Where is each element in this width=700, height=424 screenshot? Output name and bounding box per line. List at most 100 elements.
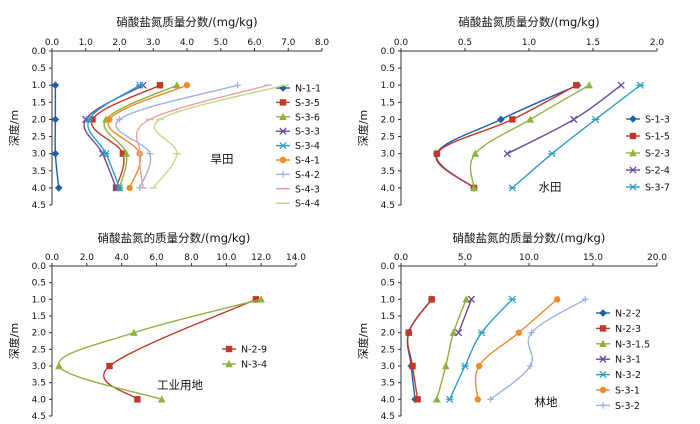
y-tick-label: 1.0	[32, 295, 47, 305]
y-tick-label: 3.0	[381, 362, 396, 372]
y-tick-label: 4.5	[381, 201, 395, 211]
series-S-3-4	[85, 81, 144, 192]
point-marker	[55, 362, 63, 370]
point-marker	[470, 183, 478, 192]
y-tick-label: 1.0	[381, 81, 396, 91]
point-marker	[115, 184, 124, 192]
point-marker	[51, 81, 60, 90]
series-line	[511, 84, 641, 189]
series-line	[115, 84, 238, 189]
chart-panel-1: 硝酸盐氮质量分数/(mg/kg) 0.0 1.0 2.0 3.0 4.0 5.0 6.0 7.0…	[7, 15, 329, 211]
point-marker	[51, 115, 60, 124]
point-marker	[428, 296, 435, 303]
legend-label: S-3-4	[295, 141, 320, 152]
legend-item: N-3-1	[596, 355, 641, 366]
point-marker	[279, 171, 287, 178]
point-marker	[442, 362, 450, 370]
point-marker	[433, 395, 441, 403]
legend-label: S-3-2	[615, 401, 640, 412]
x-tick-label: 10.0	[519, 253, 539, 263]
y-tick-label: 1.0	[381, 295, 396, 305]
point-marker	[106, 116, 113, 123]
x-tick-label: 0.5	[458, 38, 472, 48]
point-marker	[503, 150, 511, 158]
legend-item: S-1-3	[626, 115, 670, 126]
legend-item: N-3-4	[222, 360, 267, 371]
point-marker	[130, 328, 138, 336]
y-tick-label: 2.0	[32, 329, 47, 339]
legend-item: S-4-1	[276, 156, 320, 167]
legend-label: S-4-3	[295, 184, 320, 195]
chart-title: 硝酸盐氮的质量分数/(mg/kg)	[453, 231, 606, 245]
point-marker	[234, 82, 241, 89]
series-line	[457, 299, 473, 333]
point-marker	[508, 184, 517, 192]
point-marker	[225, 345, 233, 353]
series-N-2-9	[103, 296, 260, 403]
point-marker	[548, 150, 556, 158]
point-marker	[158, 395, 166, 403]
point-marker	[629, 132, 637, 140]
point-marker	[449, 328, 458, 336]
legend-label: S-1-5	[645, 132, 670, 143]
x-tick-label: 2.0	[112, 38, 127, 48]
point-marker	[573, 82, 580, 89]
series-N-3-2	[445, 295, 517, 403]
point-marker	[102, 150, 110, 158]
point-marker	[487, 396, 494, 403]
x-tick-label: 0.0	[394, 38, 409, 48]
point-marker	[433, 150, 441, 157]
point-marker	[136, 81, 144, 89]
series-N-2-3	[405, 296, 435, 403]
series-S-1-5	[433, 82, 580, 192]
legend-label: N-2-2	[615, 309, 641, 320]
point-marker	[225, 360, 233, 368]
legend-label: S-3-6	[295, 112, 320, 123]
point-marker	[599, 386, 607, 394]
series-line	[107, 84, 188, 189]
y-tick-label: 2.0	[381, 329, 396, 339]
point-marker	[467, 295, 476, 303]
y-tick-label: 1.0	[32, 81, 47, 91]
x-tick-label: 15.0	[583, 253, 603, 263]
y-axis-label: 深度/m	[7, 110, 21, 146]
y-axis-label: 深度/m	[7, 323, 21, 359]
legend-item: S-1-5	[626, 132, 670, 143]
point-marker	[629, 183, 637, 191]
point-marker	[279, 112, 287, 120]
x-tick-label: 2.0	[650, 38, 665, 48]
series-S-2-4	[503, 81, 625, 158]
series-N-2-2	[404, 295, 436, 404]
x-tick-label: 12.0	[251, 253, 271, 263]
y-tick-label: 3.5	[32, 167, 46, 177]
series-line	[58, 298, 262, 400]
point-marker	[508, 295, 517, 303]
point-marker	[528, 329, 535, 336]
series-line	[91, 84, 161, 189]
point-marker	[445, 395, 454, 403]
x-tick-label: 7.0	[281, 38, 296, 48]
x-tick-label: 8.0	[184, 253, 199, 263]
point-marker	[51, 149, 60, 158]
series-line	[103, 298, 257, 400]
legend-label: S-3-7	[645, 183, 670, 194]
legend-item: S-3-3	[276, 127, 320, 138]
point-marker	[279, 99, 287, 106]
point-marker	[599, 339, 607, 347]
y-tick-label: 3.0	[32, 150, 47, 160]
x-tick-label: 0.0	[394, 253, 409, 263]
chart-panel-2: 硝酸盐氮质量分数/(mg/kg) 0.0 0.5 1.0 1.5 2.0 0.0 0.5 1.0…	[356, 15, 670, 211]
point-marker	[636, 81, 645, 89]
y-tick-label: 2.5	[32, 133, 46, 143]
point-marker	[599, 309, 607, 317]
x-tick-label: 14.0	[286, 253, 306, 263]
legend-label: S-4-4	[295, 199, 320, 210]
y-tick-label: 1.5	[381, 312, 395, 322]
point-marker	[122, 149, 131, 157]
series-line	[490, 298, 586, 400]
legend-label: S-1-3	[645, 115, 670, 126]
point-marker	[462, 295, 471, 303]
legend-label: S-3-1	[615, 386, 640, 397]
series-line	[135, 84, 269, 188]
point-marker	[54, 184, 63, 192]
